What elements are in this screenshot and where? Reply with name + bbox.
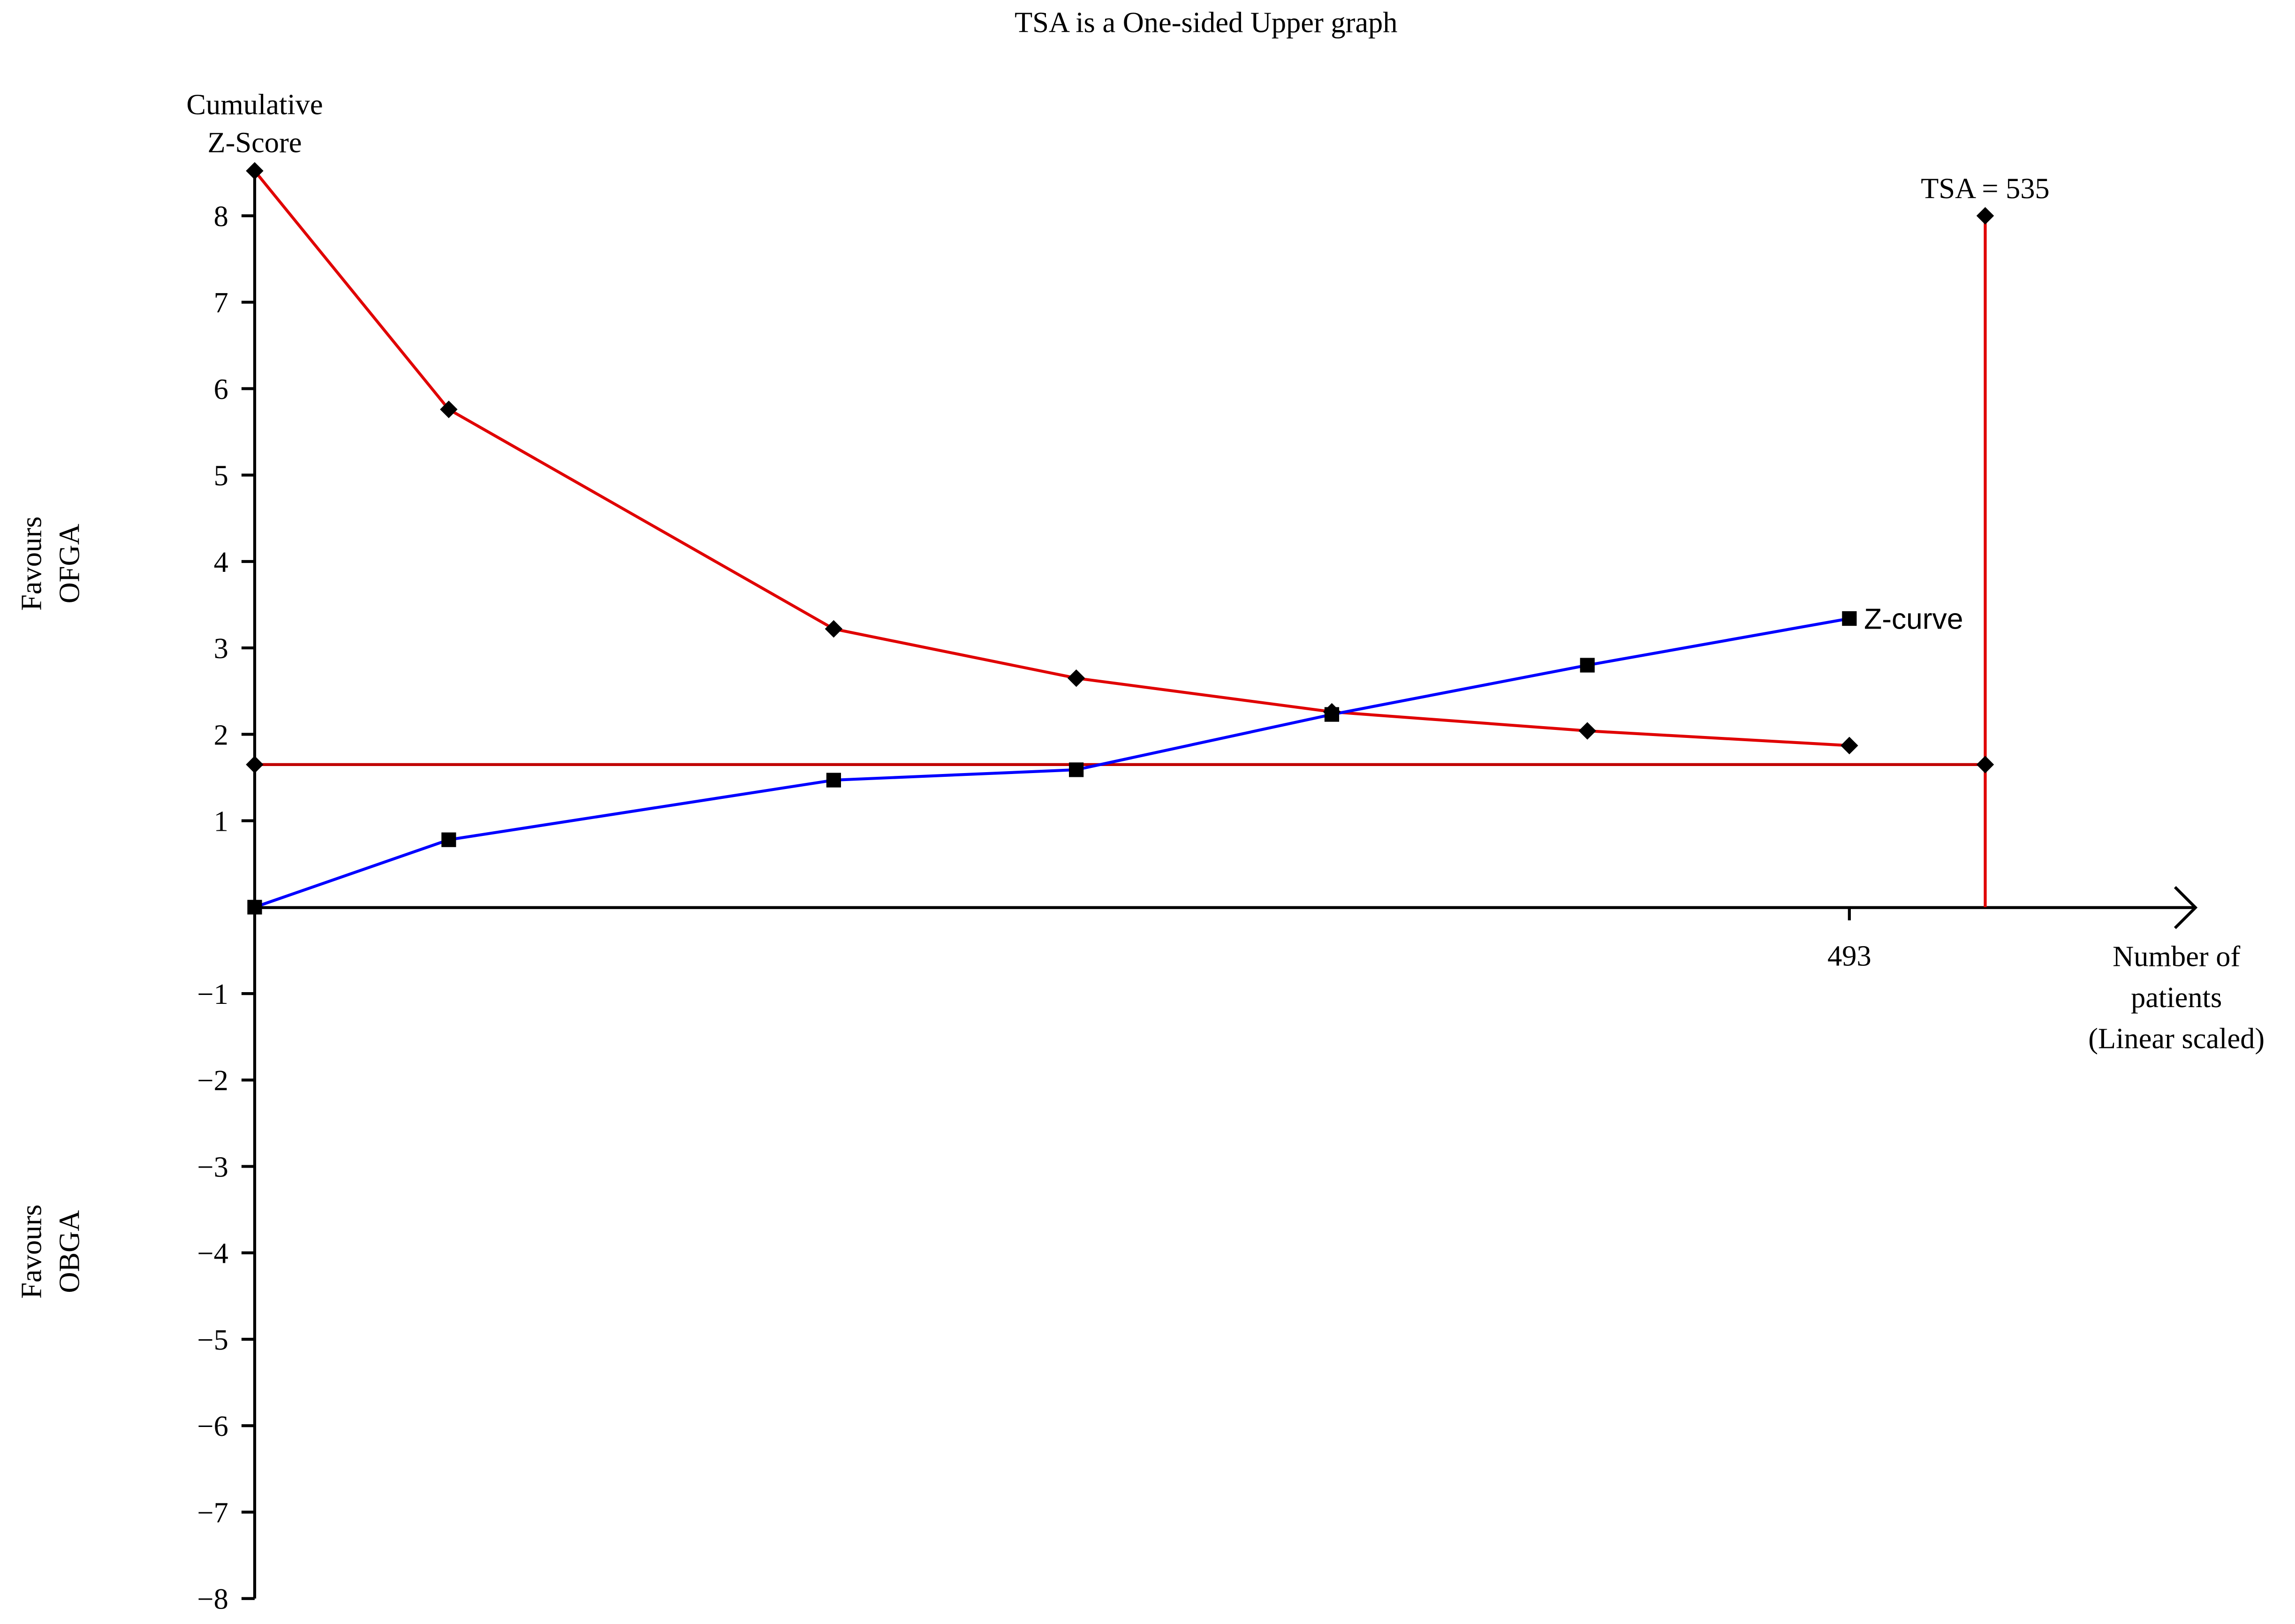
- y-tick-label: −1: [197, 978, 228, 1010]
- y-tick-label: 2: [214, 719, 228, 751]
- legend-label: Z-curve: [1864, 603, 1963, 635]
- marker: [825, 620, 843, 638]
- x-axis-label-line: Number of: [2113, 941, 2240, 973]
- y-tick-label: −4: [197, 1237, 228, 1270]
- y-tick-label: 3: [214, 632, 228, 665]
- x-axis-label-line: (Linear scaled): [2088, 1022, 2265, 1055]
- annotation-line: Favours: [15, 1205, 47, 1299]
- marker: [1578, 722, 1597, 740]
- y-tick-label: 1: [214, 805, 228, 837]
- y-tick-label: 7: [214, 287, 228, 319]
- y-tick-label: 8: [214, 200, 228, 233]
- boundary-line: [253, 170, 1850, 747]
- marker: [247, 900, 262, 915]
- marker: [1976, 756, 1994, 774]
- annotation: Favours OBGA: [15, 1205, 85, 1299]
- y-tick-label: −2: [197, 1064, 228, 1097]
- marker: [1841, 736, 1858, 755]
- y-tick-label: −5: [197, 1324, 228, 1356]
- y-tick-label: 6: [214, 373, 228, 405]
- x-tick-label: 493: [1827, 940, 1871, 972]
- annotation: Favours OFGA: [15, 516, 85, 611]
- y-tick-label: −7: [197, 1496, 228, 1529]
- marker: [440, 400, 458, 418]
- tsa-label: TSA = 535: [1921, 173, 2049, 205]
- y-tick-label: 4: [214, 546, 228, 578]
- x-axis-arrow: [2174, 886, 2198, 929]
- y-axis-label: Cumulative Z-Score: [186, 88, 323, 159]
- chart-title: TSA is a One-sided Upper graph: [1015, 7, 1397, 39]
- marker: [441, 832, 456, 847]
- x-axis-label-line: patients: [2131, 981, 2222, 1014]
- marker: [1580, 658, 1595, 673]
- annotation-line: Favours: [15, 516, 47, 611]
- y-tick-label: 5: [214, 460, 228, 492]
- marker: [1069, 762, 1084, 777]
- marker: [1842, 611, 1857, 626]
- marker: [1067, 669, 1085, 687]
- x-axis-label: Number of patients (Linear scaled): [2088, 941, 2265, 1055]
- y-tick-label: −8: [197, 1583, 228, 1616]
- annotation-line: OFGA: [53, 524, 86, 603]
- annotation-line: OBGA: [53, 1210, 86, 1293]
- y-tick-label: −6: [197, 1410, 228, 1442]
- y-axis-label-line: Z-Score: [207, 127, 302, 159]
- marker: [1324, 707, 1340, 722]
- marker: [1976, 207, 1994, 225]
- y-tick-label: −3: [197, 1151, 228, 1183]
- z-curve-line: [254, 617, 1850, 909]
- marker: [826, 773, 841, 788]
- y-axis-label-line: Cumulative: [186, 88, 323, 121]
- marker: [246, 756, 264, 774]
